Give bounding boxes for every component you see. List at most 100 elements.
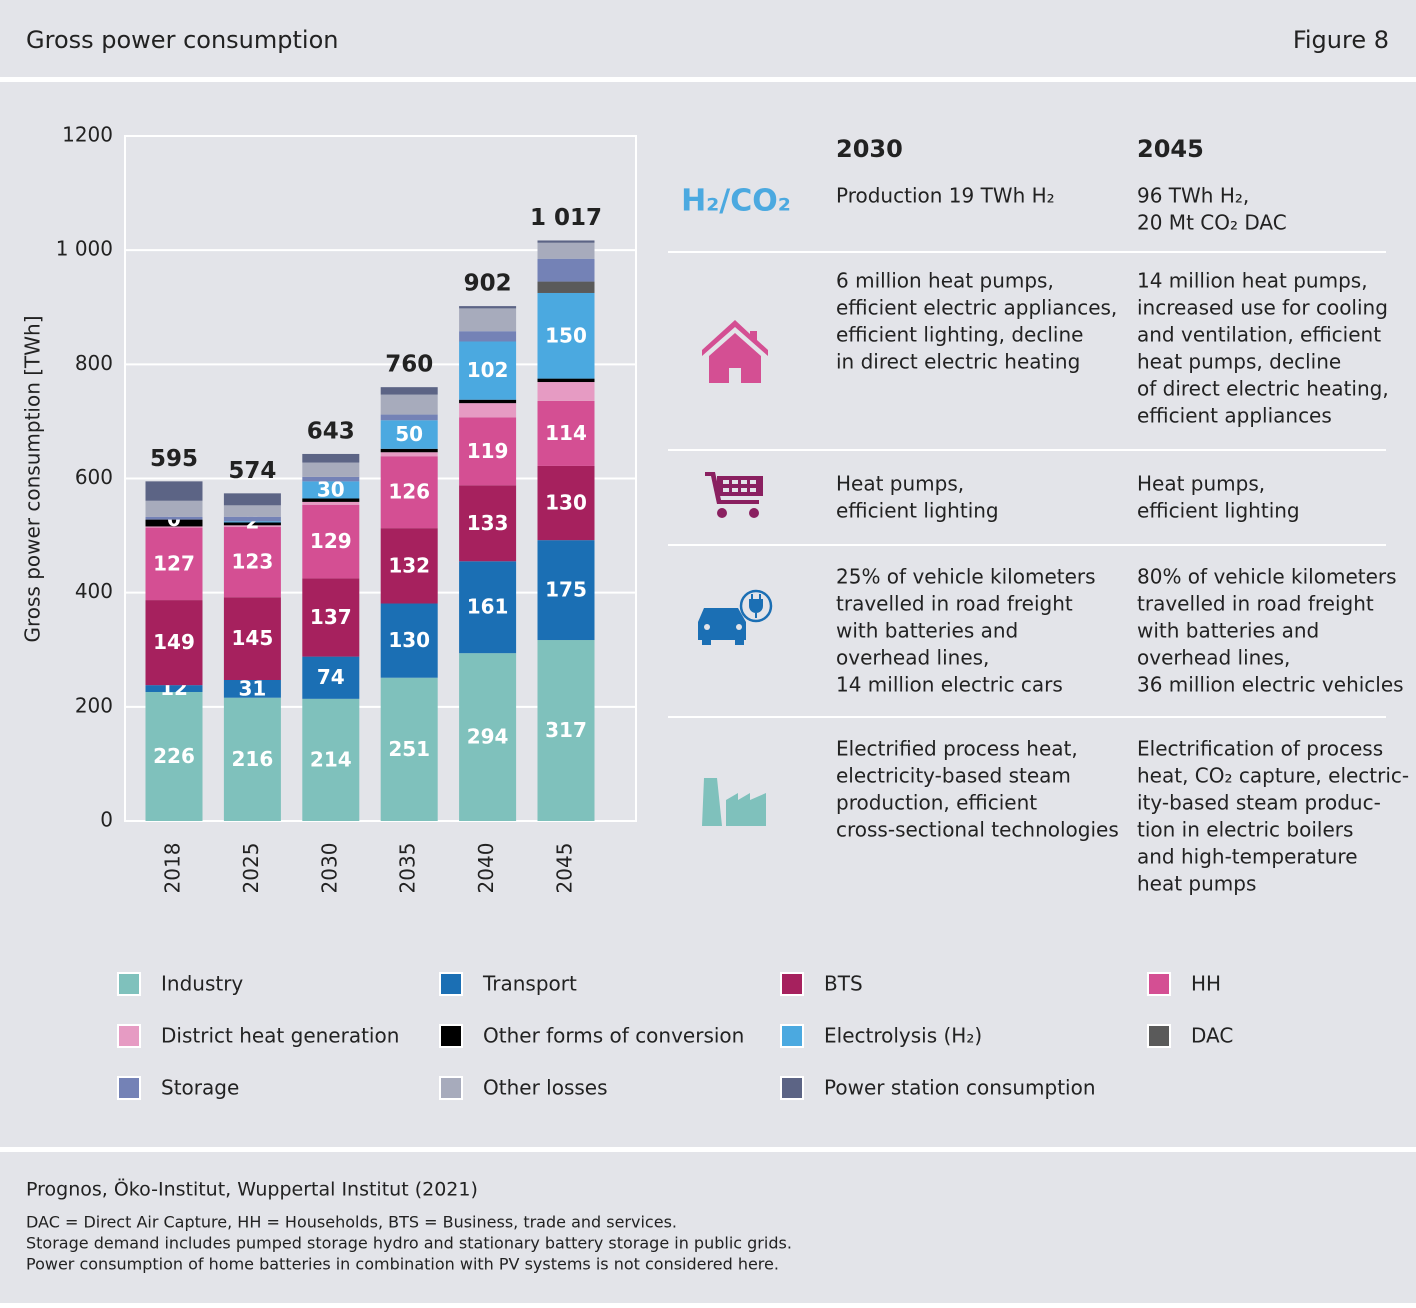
bar-segment (223, 516, 281, 522)
car-icon (698, 589, 773, 645)
x-tick-label: 2025 (239, 843, 263, 894)
legend-swatch (780, 1076, 804, 1100)
bar-segment (537, 258, 595, 282)
bar-segment (459, 399, 517, 404)
x-tick-label: 2035 (396, 843, 420, 894)
data-label: 216 (232, 747, 274, 771)
page-title: Gross power consumption (26, 26, 338, 54)
total-label: 643 (307, 418, 355, 444)
bar-segment (380, 420, 438, 449)
bar-segment (459, 341, 517, 400)
table-cell-line: electricity-based steam (836, 764, 1071, 788)
table-cell-line: heat pumps (1137, 872, 1256, 896)
source: Prognos, Öko-Institut, Wuppertal Institu… (26, 1178, 478, 1201)
data-label: 294 (467, 725, 509, 749)
bar-segment (145, 481, 203, 501)
x-tick-label: 2030 (317, 843, 341, 894)
bar-segment (302, 453, 360, 463)
x-tick-label: 2040 (474, 843, 498, 894)
legend-swatch (439, 1024, 463, 1048)
bar-segment (145, 500, 203, 517)
table-cell-line: efficient lighting (1137, 499, 1300, 523)
bar-segment (380, 387, 438, 395)
bar-segment (380, 394, 438, 415)
bar-segment (145, 691, 203, 821)
data-label: 126 (388, 480, 430, 504)
legend-swatch (439, 972, 463, 996)
legend-label: Power station consumption (824, 1076, 1096, 1100)
data-label: 129 (310, 529, 352, 553)
footer-rule (0, 1147, 1416, 1152)
legend-swatch (1147, 1024, 1171, 1048)
data-label: 130 (545, 491, 587, 515)
table-cell-line: Electrification of process (1137, 737, 1383, 761)
bar-segment (537, 281, 595, 293)
table-cell-line: efficient lighting, decline (836, 323, 1083, 347)
table-cell-line: cross-sectional technologies (836, 818, 1119, 842)
legend-label: Industry (161, 972, 243, 996)
total-label: 1 017 (530, 205, 602, 231)
bar-segment (380, 448, 438, 453)
table-cell-line: 14 million heat pumps, (1137, 269, 1368, 293)
bar-segment (459, 403, 517, 418)
data-label: 149 (153, 630, 195, 654)
y-tick-label: 200 (75, 693, 113, 717)
bar-segment (223, 493, 281, 506)
bar-segment (223, 505, 281, 517)
table-cell-line: Heat pumps, (836, 472, 964, 496)
data-label: 31 (238, 676, 266, 700)
data-label: 30 (317, 477, 345, 501)
table-cell-line: heat pumps, decline (1137, 350, 1341, 374)
bar-segment (459, 561, 517, 654)
y-tick-label: 800 (75, 351, 113, 375)
legend-swatch (117, 1024, 141, 1048)
table-cell-line: of direct electric heating, (1137, 377, 1389, 401)
legend-label: Other losses (483, 1076, 608, 1100)
x-tick-label: 2018 (161, 843, 185, 894)
table-cell-line: in direct electric heating (836, 350, 1080, 374)
bar-segment (537, 540, 595, 641)
table-cell-line: 25% of vehicle kilometers (836, 565, 1096, 589)
table-cell-line: efficient lighting (836, 499, 999, 523)
legend-swatch (1147, 972, 1171, 996)
bar-segment (537, 378, 595, 383)
table-cell-line: travelled in road freight (836, 592, 1073, 616)
data-label: 50 (395, 422, 423, 446)
table-cell-line: heat, CO₂ capture, electric- (1137, 764, 1409, 788)
data-label: 132 (388, 553, 430, 577)
table-cell-line: ity-based steam produc- (1137, 791, 1381, 815)
legend-swatch (117, 1076, 141, 1100)
bar-segment (302, 501, 360, 505)
table-cell-line: 36 million electric vehicles (1137, 673, 1404, 697)
data-label: 175 (545, 578, 587, 602)
bar-segment (145, 519, 203, 527)
data-label: 130 (388, 628, 430, 652)
data-label: 127 (153, 551, 195, 575)
table-column-header: 2030 (836, 135, 903, 163)
bar-segment (302, 698, 360, 821)
bar-segment (223, 521, 281, 523)
data-label: 133 (467, 511, 509, 535)
cart-icon (705, 472, 763, 518)
table-cell-line: and ventilation, efficient (1137, 323, 1381, 347)
table-cell-line: 14 million electric cars (836, 673, 1063, 697)
table-cell-line: overhead lines, (1137, 646, 1290, 670)
legend-swatch (780, 972, 804, 996)
header-rule (0, 77, 1416, 82)
table-cell-line: with batteries and (836, 619, 1018, 643)
table-cell-line: efficient electric appliances, (836, 296, 1117, 320)
bar-segment (223, 522, 281, 526)
bar-segment (145, 685, 203, 692)
legend-label: District heat generation (161, 1024, 399, 1048)
data-label: 74 (317, 665, 345, 689)
note: DAC = Direct Air Capture, HH = Household… (26, 1213, 677, 1232)
legend-swatch (780, 1024, 804, 1048)
bar-segment (380, 603, 438, 678)
total-label: 902 (464, 271, 512, 297)
bar-segment (302, 498, 360, 502)
table-cell-line: travelled in road freight (1137, 592, 1374, 616)
bar-segment (537, 640, 595, 821)
bar-segment (537, 242, 595, 259)
bar-segment (380, 414, 438, 421)
legend-label: Storage (161, 1076, 239, 1100)
